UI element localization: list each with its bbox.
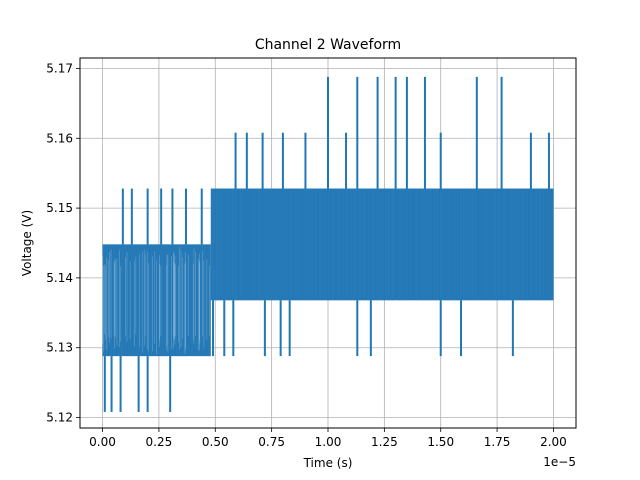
x-tick-label: 0.00	[89, 435, 116, 449]
waveform-oscillation-0	[102, 244, 211, 357]
waveform-oscillation-1	[211, 188, 554, 301]
x-tick-label: 0.25	[146, 435, 173, 449]
x-axis-ticks: 0.00 0.25 0.50 0.75 1.00 1.25 1.50 1.75 2.00	[89, 428, 567, 449]
series-channel-2	[102, 76, 554, 412]
y-tick-label: 5.12	[46, 411, 73, 425]
x-tick-label: 2.00	[540, 435, 567, 449]
x-axis-offset-label: 1e−5	[543, 455, 576, 469]
chart-title: Channel 2 Waveform	[255, 37, 401, 53]
x-tick-label: 1.75	[484, 435, 511, 449]
waveform-gaps	[102, 246, 210, 354]
y-axis-ticks: 5.12 5.13 5.14 5.15 5.16 5.17	[46, 61, 80, 425]
y-tick-label: 5.13	[46, 341, 73, 355]
x-tick-label: 1.50	[427, 435, 454, 449]
x-axis-label: Time (s)	[303, 456, 353, 470]
y-tick-label: 5.17	[46, 61, 73, 75]
x-tick-label: 1.25	[371, 435, 398, 449]
x-tick-label: 0.50	[202, 435, 229, 449]
y-tick-label: 5.14	[46, 271, 73, 285]
x-tick-label: 1.00	[315, 435, 342, 449]
x-tick-label: 0.75	[258, 435, 285, 449]
y-tick-label: 5.16	[46, 131, 73, 145]
y-axis-label: Voltage (V)	[20, 210, 34, 276]
plot-area	[102, 76, 554, 412]
y-tick-label: 5.15	[46, 201, 73, 215]
